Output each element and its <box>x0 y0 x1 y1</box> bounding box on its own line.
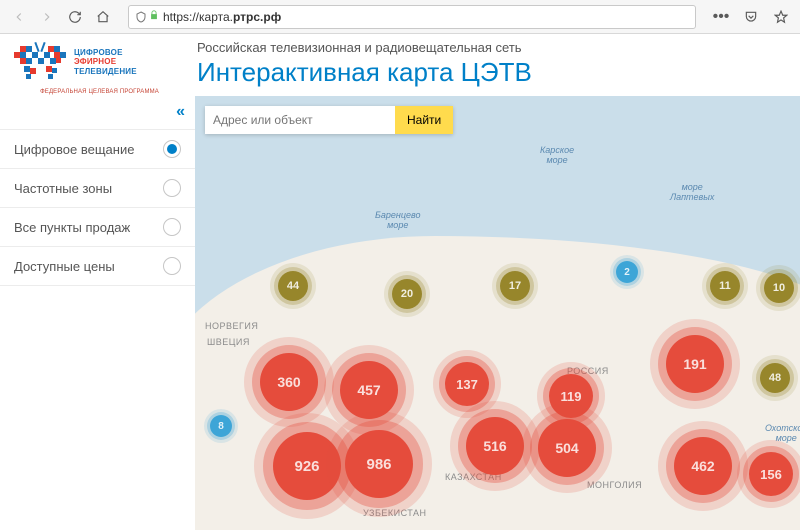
logo-subtitle: ФЕДЕРАЛЬНАЯ ЦЕЛЕВАЯ ПРОГРАММА <box>12 89 187 95</box>
map-cluster[interactable]: 10 <box>764 273 794 303</box>
filter-option[interactable]: Частотные зоны <box>0 169 195 208</box>
map-cluster[interactable]: 516 <box>466 417 524 475</box>
map-cluster[interactable]: 11 <box>710 271 740 301</box>
map-cluster[interactable]: 8 <box>210 415 232 437</box>
filter-label: Цифровое вещание <box>14 142 134 157</box>
map-cluster[interactable]: 137 <box>445 362 489 406</box>
logo-text: ЦИФРОВОЕ ЭФИРНОЕ ТЕЛЕВИДЕНИЕ <box>74 48 137 76</box>
pocket-icon[interactable] <box>740 6 762 28</box>
main: Российская телевизионная и радиовещатель… <box>195 34 800 530</box>
cluster-count: 8 <box>210 415 232 437</box>
cluster-count: 2 <box>616 261 638 283</box>
filter-option[interactable]: Все пункты продаж <box>0 208 195 247</box>
map-cluster[interactable]: 48 <box>760 363 790 393</box>
map-cluster[interactable]: 20 <box>392 279 422 309</box>
browser-toolbar: https://карта.ртрс.рф ••• <box>0 0 800 34</box>
country-label: ШВЕЦИЯ <box>207 337 250 347</box>
cluster-count: 17 <box>500 271 530 301</box>
menu-dots-icon[interactable]: ••• <box>710 6 732 28</box>
radio-icon[interactable] <box>163 140 181 158</box>
cluster-count: 504 <box>538 419 596 477</box>
search-button[interactable]: Найти <box>395 106 453 134</box>
collapse-sidebar-button[interactable]: « <box>0 99 195 129</box>
map[interactable]: Найти Карскоеморе мореЛаптевых Баренцевомо… <box>195 96 800 530</box>
map-cluster[interactable]: 360 <box>260 353 318 411</box>
cluster-count: 986 <box>345 430 413 498</box>
map-cluster[interactable]: 504 <box>538 419 596 477</box>
logo: ЦИФРОВОЕ ЭФИРНОЕ ТЕЛЕВИДЕНИЕ ФЕДЕРАЛЬНАЯ… <box>0 34 195 99</box>
map-cluster[interactable]: 986 <box>345 430 413 498</box>
sea-label: Карскоеморе <box>540 146 574 166</box>
filter-label: Все пункты продаж <box>14 220 130 235</box>
map-cluster[interactable]: 156 <box>749 452 793 496</box>
nav-forward-button[interactable] <box>36 6 58 28</box>
cluster-count: 457 <box>340 361 398 419</box>
country-label: НОРВЕГИЯ <box>205 321 258 331</box>
cluster-count: 462 <box>674 437 732 495</box>
url-bar[interactable]: https://карта.ртрс.рф <box>128 5 696 29</box>
sea-label: мореЛаптевых <box>670 183 714 203</box>
filter-option[interactable]: Цифровое вещание <box>0 130 195 169</box>
logo-butterfly-icon <box>12 38 68 86</box>
map-cluster[interactable]: 17 <box>500 271 530 301</box>
sea-label: Баренцевоморе <box>375 211 420 231</box>
star-icon[interactable] <box>770 6 792 28</box>
cluster-count: 191 <box>666 335 724 393</box>
page-supertitle: Российская телевизионная и радиовещатель… <box>197 40 800 55</box>
nav-back-button[interactable] <box>8 6 30 28</box>
map-cluster[interactable]: 457 <box>340 361 398 419</box>
filter-label: Частотные зоны <box>14 181 112 196</box>
nav-home-button[interactable] <box>92 6 114 28</box>
cluster-count: 156 <box>749 452 793 496</box>
map-cluster[interactable]: 462 <box>674 437 732 495</box>
cluster-count: 20 <box>392 279 422 309</box>
filter-option[interactable]: Доступные цены <box>0 247 195 286</box>
radio-icon[interactable] <box>163 257 181 275</box>
filter-list: Цифровое вещание Частотные зоны Все пункты… <box>0 129 195 286</box>
cluster-count: 44 <box>278 271 308 301</box>
page-title: Интерактивная карта ЦЭТВ <box>197 57 800 88</box>
map-cluster[interactable]: 44 <box>278 271 308 301</box>
radio-icon[interactable] <box>163 179 181 197</box>
cluster-count: 48 <box>760 363 790 393</box>
cluster-count: 516 <box>466 417 524 475</box>
cluster-count: 137 <box>445 362 489 406</box>
cluster-count: 10 <box>764 273 794 303</box>
map-search: Найти <box>205 106 453 134</box>
shield-icon <box>135 11 147 23</box>
search-input[interactable] <box>205 106 395 134</box>
filter-label: Доступные цены <box>14 259 115 274</box>
sidebar: ЦИФРОВОЕ ЭФИРНОЕ ТЕЛЕВИДЕНИЕ ФЕДЕРАЛЬНАЯ… <box>0 34 195 530</box>
map-cluster[interactable]: 191 <box>666 335 724 393</box>
cluster-count: 11 <box>710 271 740 301</box>
cluster-count: 360 <box>260 353 318 411</box>
radio-icon[interactable] <box>163 218 181 236</box>
map-cluster[interactable]: 2 <box>616 261 638 283</box>
lock-icon <box>149 10 159 23</box>
nav-reload-button[interactable] <box>64 6 86 28</box>
url-text: https://карта.ртрс.рф <box>163 10 281 24</box>
